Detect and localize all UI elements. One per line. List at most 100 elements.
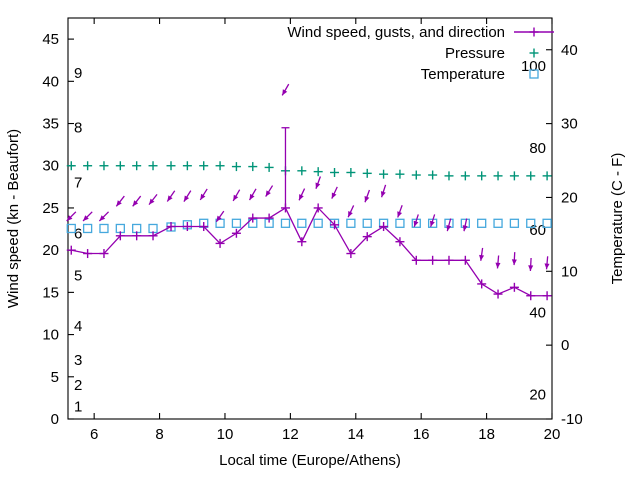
x-tick-label: 12 xyxy=(282,426,299,443)
beaufort-label: 4 xyxy=(74,318,82,335)
beaufort-label: 1 xyxy=(74,398,82,415)
arrow-head xyxy=(132,200,139,207)
wind-direction-arrow xyxy=(199,188,208,201)
beaufort-scale-labels: 1 2 3 4 5 6 7 8 9 xyxy=(74,65,82,415)
arrow-head xyxy=(544,263,550,270)
arrow-head xyxy=(216,215,222,222)
wind-direction-arrow xyxy=(215,210,225,223)
wind-direction-arrow xyxy=(82,211,93,222)
x-axis-title: Local time (Europe/Athens) xyxy=(219,452,401,469)
legend-marker-square xyxy=(529,69,539,79)
arrow-head xyxy=(397,211,403,218)
y-tick-label: 5 xyxy=(51,369,59,386)
wind-direction-arrow xyxy=(148,193,158,206)
arrow-head xyxy=(528,265,534,272)
temperature-point xyxy=(477,218,487,228)
arrow-head xyxy=(331,192,337,199)
arrow-head xyxy=(265,190,271,197)
wind-direction-arrow xyxy=(331,186,338,199)
wind-direction-arrow xyxy=(166,190,176,202)
wind-direction-arrow xyxy=(380,184,387,198)
beaufort-label: 3 xyxy=(74,352,82,369)
arrow-head xyxy=(249,193,255,201)
beaufort-label: 8 xyxy=(74,120,82,137)
temperature-point xyxy=(493,218,503,228)
arrow-head xyxy=(413,220,419,227)
y-tick-label: 40 xyxy=(42,73,59,90)
temperature-point xyxy=(362,218,372,228)
arrow-head xyxy=(299,194,304,201)
y2-tick-label: 30 xyxy=(561,116,578,133)
beaufort-label: 7 xyxy=(74,175,82,192)
fahrenheit-label: 80 xyxy=(529,140,546,157)
wind-direction-arrow xyxy=(397,204,403,218)
temperature-point xyxy=(132,223,142,234)
y2-axis-ticks: -10 0 10 20 30 40 xyxy=(546,42,583,428)
chart-legend: Wind speed, gusts, and direction Pressure… xyxy=(287,24,554,83)
arrow-head xyxy=(462,225,468,232)
wind-direction-arrow xyxy=(98,211,110,222)
arrow-head xyxy=(315,182,321,189)
temperature-point xyxy=(148,223,158,234)
arrow-head xyxy=(66,215,73,221)
legend-label: Wind speed, gusts, and direction xyxy=(287,24,505,41)
arrow-head xyxy=(429,220,435,227)
wind-direction-arrows xyxy=(66,83,550,272)
x-tick-label: 6 xyxy=(90,426,98,443)
y-tick-label: 15 xyxy=(42,284,59,301)
arrow-head xyxy=(149,198,155,205)
wind-direction-arrow xyxy=(115,195,125,207)
wind-direction-arrow xyxy=(495,255,501,269)
y-tick-label: 0 xyxy=(51,411,59,428)
arrow-head xyxy=(200,193,206,200)
y2-tick-label: -10 xyxy=(561,411,583,428)
wind-direction-arrow xyxy=(462,218,468,232)
y-tick-label: 35 xyxy=(42,116,59,133)
arrow-head xyxy=(99,215,106,221)
y2-tick-label: 10 xyxy=(561,263,578,280)
temperature-point xyxy=(526,218,536,228)
temperature-point xyxy=(297,218,307,228)
y-axis-title: Wind speed (kn - Beaufort) xyxy=(5,129,22,308)
arrow-head xyxy=(348,211,353,218)
wind-direction-arrow xyxy=(511,252,517,266)
fahrenheit-label: 40 xyxy=(529,305,546,322)
wind-speed-line xyxy=(71,206,548,297)
y-tick-label: 20 xyxy=(42,242,59,259)
arrow-head xyxy=(183,195,190,202)
temperature-point xyxy=(231,218,242,228)
fahrenheit-scale-labels: 20 40 60 80 100 xyxy=(521,58,546,404)
legend-label: Temperature xyxy=(421,66,505,83)
wind-direction-arrow xyxy=(413,214,419,227)
y2-tick-label: 40 xyxy=(561,42,578,59)
y2-axis-title: Temperature (C - F) xyxy=(609,153,626,285)
wind-direction-arrow xyxy=(265,185,274,197)
temperature-point xyxy=(280,218,291,228)
legend-label: Pressure xyxy=(445,45,505,62)
y-tick-label: 10 xyxy=(42,327,59,344)
wind-direction-arrow xyxy=(248,188,257,201)
x-tick-label: 16 xyxy=(413,426,430,443)
x-tick-label: 18 xyxy=(478,426,495,443)
temperature-point xyxy=(509,218,520,228)
arrow-head xyxy=(83,215,89,221)
temperature-point xyxy=(346,218,356,228)
x-tick-label: 8 xyxy=(155,426,163,443)
x-axis-ticks: 6 8 10 12 14 16 18 20 xyxy=(90,18,560,443)
temperature-point xyxy=(66,223,76,234)
wind-direction-arrow xyxy=(429,214,436,227)
temperature-point xyxy=(82,223,93,234)
y-axis-ticks: 0 5 10 15 20 25 30 35 40 45 xyxy=(42,31,74,428)
wind-direction-arrow xyxy=(132,195,142,207)
beaufort-label: 6 xyxy=(74,225,82,242)
wind-direction-arrow xyxy=(232,189,241,202)
fahrenheit-label: 60 xyxy=(529,222,546,239)
wind-direction-arrow xyxy=(364,189,371,203)
wind-direction-arrow xyxy=(544,256,550,270)
arrow-head xyxy=(380,191,386,198)
y-tick-label: 25 xyxy=(42,200,59,217)
y-tick-label: 45 xyxy=(42,31,59,48)
y2-tick-label: 0 xyxy=(561,337,569,354)
arrow-head xyxy=(511,259,517,266)
